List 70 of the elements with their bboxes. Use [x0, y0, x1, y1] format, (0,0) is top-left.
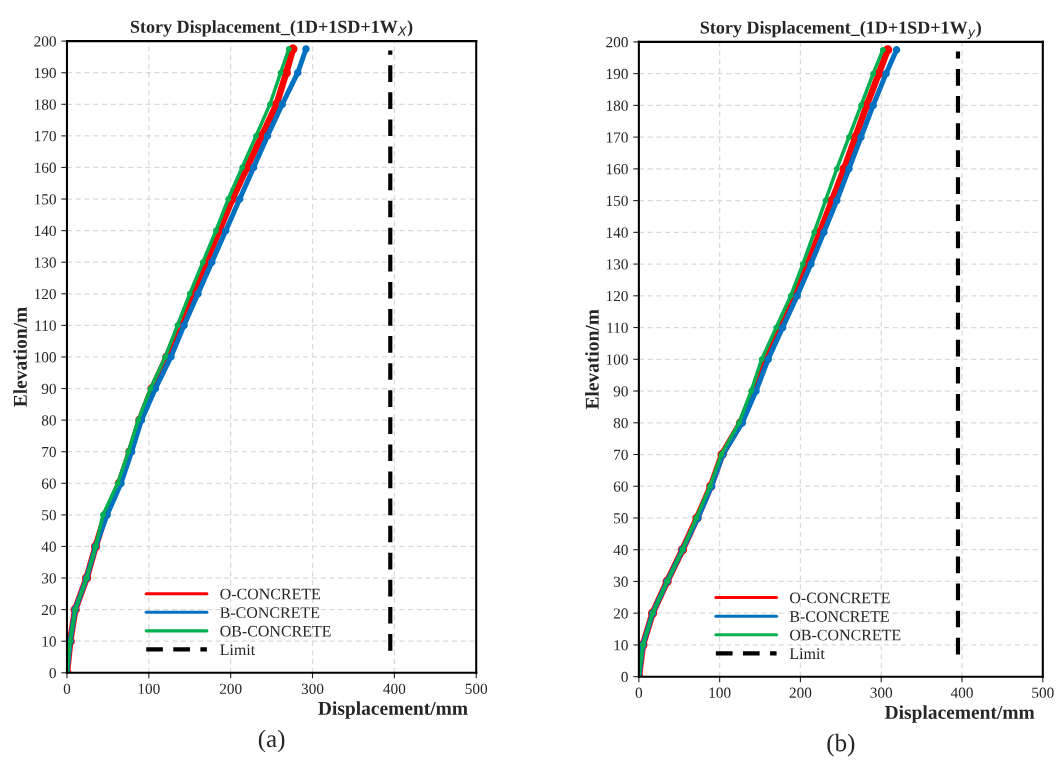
y-tick-label: 110	[607, 322, 628, 333]
x-tick-label: 200	[789, 687, 812, 698]
legend-label: OB-CONCRETE	[220, 625, 331, 637]
y-tick-label: 0	[621, 671, 628, 683]
x-tick-label: 100	[709, 687, 731, 698]
chart-title: Story Displacement_(1D+1SD+1W$_{X}$)	[130, 20, 413, 37]
y-tick-label: 0	[49, 667, 56, 679]
y-tick-label: 140	[606, 227, 628, 238]
y-tick-label: 120	[34, 288, 56, 300]
y-tick-label: 180	[606, 100, 628, 111]
y-tick-label: 150	[606, 195, 628, 207]
x-tick-label: 400	[383, 683, 406, 694]
legend-label: O-CONCRETE	[220, 588, 321, 600]
x-tick-label: 200	[219, 683, 242, 694]
y-tick-label: 30	[42, 573, 56, 584]
y-tick-label: 170	[34, 131, 56, 142]
y-tick-label: 20	[613, 608, 628, 619]
x-tick-label: 300	[301, 683, 324, 694]
y-tick-label: 100	[34, 352, 56, 363]
y-tick-label: 70	[614, 449, 628, 460]
legend-label: OB-CONCRETE	[790, 629, 901, 641]
x-tick-label: 0	[63, 683, 71, 694]
y-tick-label: 100	[606, 354, 628, 365]
x-tick-label: 500	[1032, 687, 1054, 698]
y-axis-title: Elevation/m	[13, 307, 27, 407]
legend-label: Limit	[220, 644, 256, 656]
y-tick-label: 130	[606, 259, 628, 270]
y-tick-label: 120	[606, 290, 628, 302]
text: (b)	[827, 733, 855, 757]
x-tick-label: 0	[635, 687, 643, 698]
y-tick-label: 200	[34, 36, 56, 47]
y-tick-label: 80	[613, 417, 628, 429]
y-tick-label: 180	[34, 99, 56, 110]
legend-label: O-CONCRETE	[790, 592, 890, 604]
y-tick-label: 60	[613, 481, 628, 492]
y-tick-label: 130	[34, 257, 56, 268]
y-tick-label: 40	[613, 544, 628, 556]
y-tick-label: 150	[34, 194, 56, 205]
x-axis-title: Displacement/mm	[318, 701, 468, 719]
y-tick-label: 30	[613, 576, 628, 587]
y-tick-label: 190	[34, 67, 56, 79]
y-tick-label: 200	[606, 37, 628, 48]
y-tick-label: 140	[34, 225, 56, 237]
y-tick-label: 160	[606, 164, 628, 175]
y-tick-label: 10	[42, 636, 56, 647]
legend-label: B-CONCRETE	[789, 611, 889, 622]
legend-label: Limit	[789, 648, 825, 660]
y-tick-label: 160	[34, 162, 56, 173]
text: (a)	[258, 729, 285, 753]
y-tick-label: 110	[35, 320, 56, 331]
y-tick-label: 60	[41, 478, 56, 489]
y-tick-label: 20	[41, 604, 56, 616]
y-tick-label: 90	[613, 386, 628, 397]
y-tick-label: 80	[41, 415, 56, 426]
legend-label: B-CONCRETE	[220, 607, 320, 619]
y-axis-title: Elevation/m	[585, 309, 599, 410]
y-tick-label: 70	[42, 446, 56, 458]
chart-title: Story Displacement_(1D+1SD+1W$_{y}$)	[700, 20, 981, 40]
y-tick-label: 40	[41, 541, 56, 552]
x-tick-label: 400	[950, 687, 973, 698]
x-tick-label: 500	[465, 683, 488, 694]
y-tick-label: 50	[614, 513, 628, 524]
y-tick-label: 190	[606, 68, 628, 80]
x-tick-label: 300	[870, 687, 893, 698]
y-tick-label: 170	[606, 132, 628, 143]
y-tick-label: 10	[614, 640, 628, 651]
y-tick-label: 50	[42, 510, 56, 521]
x-tick-label: 100	[138, 683, 160, 694]
y-tick-label: 90	[41, 383, 56, 394]
x-axis-title: Displacement/mm	[884, 705, 1035, 723]
